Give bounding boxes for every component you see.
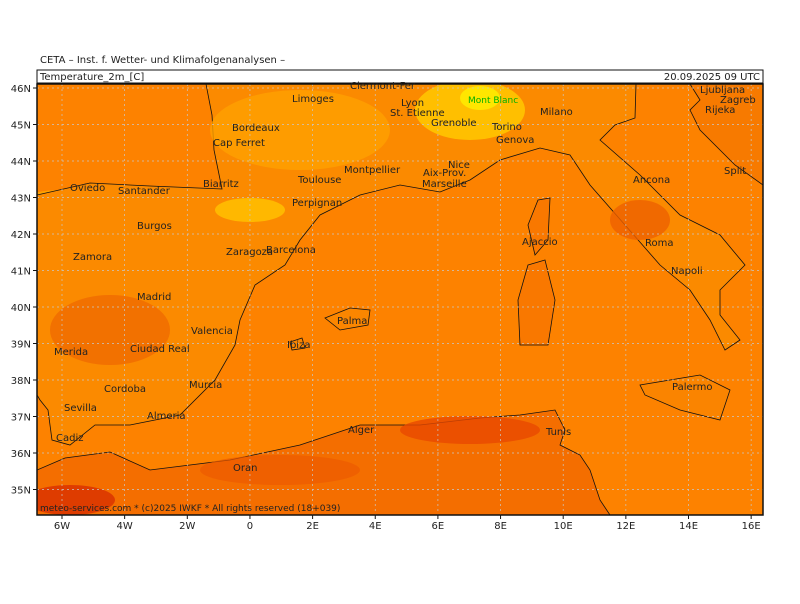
city-label: Torino [491, 122, 522, 133]
europe-land [37, 84, 746, 446]
city-label: Ljubljana [700, 85, 745, 96]
hot-patch [200, 455, 360, 485]
city-label: Mont Blanc [468, 96, 518, 106]
lon-label: 6E [432, 521, 445, 532]
city-label: Cadiz [56, 433, 84, 444]
lat-label: 45N [11, 121, 31, 132]
city-label: Merida [54, 347, 88, 358]
city-label: Oran [233, 463, 257, 474]
city-label: Palma [337, 316, 367, 327]
balkans-land [689, 84, 763, 186]
city-label: Napoli [671, 266, 703, 277]
city-label: Alger [348, 425, 375, 436]
city-label: Ancona [633, 175, 670, 186]
lat-label: 46N [11, 84, 31, 95]
hot-patch [50, 295, 170, 365]
graticule [37, 84, 763, 515]
city-label: Milano [540, 107, 573, 118]
city-label: Rijeka [705, 105, 735, 116]
map-area [37, 84, 763, 515]
city-label: Aix-Prov. [423, 168, 466, 179]
city-label: Almeria [147, 411, 186, 422]
city-label: Zamora [73, 252, 112, 263]
city-label: Cap Ferret [213, 138, 265, 149]
city-label: Lyon [401, 98, 424, 109]
sardinia [517, 259, 556, 346]
lat-label: 35N [11, 486, 31, 497]
alps-cool [460, 86, 500, 110]
city-label: Toulouse [297, 175, 341, 186]
city-label: St. Etienne [390, 108, 445, 119]
lon-label: 4W [117, 521, 133, 532]
header-bar [36, 69, 764, 84]
city-label: Palermo [672, 382, 712, 393]
city-label: Perpignan [292, 198, 342, 209]
warm-patch [210, 90, 390, 170]
city-label: Nice [448, 160, 470, 171]
lat-label: 43N [11, 194, 31, 205]
lat-label: 36N [11, 449, 31, 460]
city-label: Grenoble [431, 118, 477, 129]
lat-label: 39N [11, 340, 31, 351]
city-label: Genova [496, 135, 534, 146]
lon-label: 2E [306, 521, 319, 532]
lat-label: 44N [11, 157, 31, 168]
city-label: Zagreb [720, 95, 756, 106]
lon-label: 8E [494, 521, 507, 532]
lon-label: 0 [247, 521, 253, 532]
city-label: Valencia [191, 326, 233, 337]
city-label: Ibiza [287, 340, 310, 351]
valid-time: 20.09.2025 09 UTC [664, 72, 760, 83]
hot-patch [610, 200, 670, 240]
hot-patch [37, 485, 115, 515]
hot-patch [400, 416, 540, 444]
corsica [527, 197, 551, 256]
mallorca [324, 307, 371, 331]
lon-label: 16E [742, 521, 761, 532]
labels: 46N 45N 44N 43N 42N 41N 40N 39N 38N 37N 36N 35N 6W 4W… [11, 81, 761, 532]
copyright: meteo-services.com * (c)2025 IWKF * All … [40, 504, 340, 514]
lat-label: 37N [11, 413, 31, 424]
city-label: Roma [645, 238, 674, 249]
lon-label: 12E [616, 521, 635, 532]
city-label: Bordeaux [232, 123, 280, 134]
org-title: CETA – Inst. f. Wetter- und Klimafolgena… [40, 55, 285, 66]
city-label: Split [724, 166, 746, 177]
city-label: Limoges [292, 94, 334, 105]
city-label: Marseille [422, 179, 467, 190]
city-label: Cordoba [104, 384, 146, 395]
city-label: Burgos [137, 221, 172, 232]
city-label: Zaragoza [226, 247, 273, 258]
city-label: Sevilla [64, 403, 97, 414]
lat-label: 42N [11, 230, 31, 241]
city-label: Oviedo [70, 183, 105, 194]
city-label: Ciudad Real [130, 344, 190, 355]
city-label: Madrid [137, 292, 171, 303]
city-label: Clermont-Fer [350, 81, 416, 92]
lat-label: 40N [11, 303, 31, 314]
field-title: Temperature_2m_[C] [39, 72, 144, 83]
city-label: Barcelona [266, 245, 316, 256]
map-frame [36, 83, 764, 516]
lon-label: 2W [179, 521, 195, 532]
ibiza [289, 337, 306, 351]
lon-label: 10E [554, 521, 573, 532]
city-label: Montpellier [344, 165, 401, 176]
lon-label: 4E [369, 521, 382, 532]
city-label: Biarritz [203, 179, 239, 190]
city-label: Santander [118, 186, 171, 197]
city-label: Tunis [545, 427, 571, 438]
city-label: Ajaccio [522, 237, 558, 248]
sicily [639, 374, 731, 421]
lon-label: 14E [679, 521, 698, 532]
lon-label: 6W [54, 521, 70, 532]
city-label: Murcia [189, 380, 222, 391]
lat-label: 41N [11, 267, 31, 278]
lat-label: 38N [11, 376, 31, 387]
